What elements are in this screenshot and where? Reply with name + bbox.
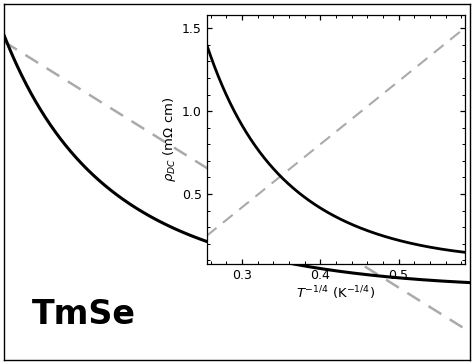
Text: TmSe: TmSe xyxy=(32,298,136,331)
